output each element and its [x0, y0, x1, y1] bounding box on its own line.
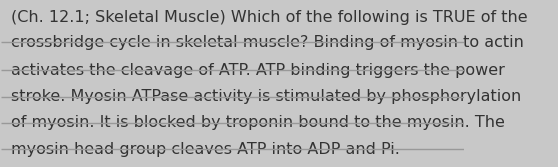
- Text: crossbridge cycle in skeletal muscle? Binding of myosin to actin: crossbridge cycle in skeletal muscle? Bi…: [11, 35, 523, 50]
- Text: stroke. Myosin ATPase activity is stimulated by phosphorylation: stroke. Myosin ATPase activity is stimul…: [11, 89, 521, 104]
- Text: myosin head group cleaves ATP into ADP and Pi.: myosin head group cleaves ATP into ADP a…: [11, 142, 400, 157]
- Text: (Ch. 12.1; Skeletal Muscle) Which of the following is TRUE of the: (Ch. 12.1; Skeletal Muscle) Which of the…: [11, 10, 527, 25]
- Text: activates the cleavage of ATP. ATP binding triggers the power: activates the cleavage of ATP. ATP bindi…: [11, 63, 504, 78]
- Text: of myosin. It is blocked by troponin bound to the myosin. The: of myosin. It is blocked by troponin bou…: [11, 115, 504, 130]
